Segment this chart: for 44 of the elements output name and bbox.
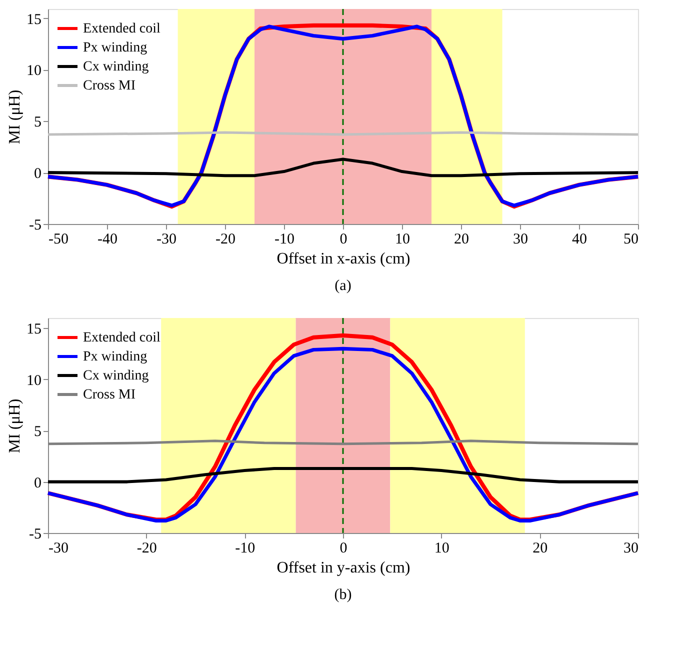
x-tick-label: 20 [454,232,469,248]
x-tick-label: -30 [156,232,176,248]
x-axis-title: Offset in y-axis (cm) [276,560,410,576]
legend-label: Cross MI [83,78,136,94]
x-tick-label: -10 [274,232,294,248]
line-series [46,466,640,484]
legend-label: Cross MI [83,388,136,402]
y-tick-label: 5 [34,424,42,440]
legend-label: Extended coil [83,22,160,36]
x-tick-label: -20 [136,540,157,556]
x-tick-label: 10 [434,540,450,556]
x-tick-label: -40 [98,232,118,248]
x-tick-label: 0 [340,232,348,248]
x-tick-label: -10 [235,540,256,556]
x-tick-label: 50 [624,232,638,248]
line-series [46,158,640,178]
y-tick-label: -5 [29,526,42,542]
x-tick-label: -20 [216,232,236,248]
legend-label: Cx winding [83,60,149,74]
x-tick-label: 20 [532,540,548,556]
x-tick-label: 0 [340,540,348,556]
y-tick-label: 15 [26,12,42,28]
y-tick-label: -5 [29,218,42,234]
y-tick-label: 5 [34,114,42,131]
legend-label: Cx winding [83,368,149,384]
legend-label: Px winding [83,350,148,364]
x-tick-label: 40 [572,232,587,248]
x-axis-title: Offset in x-axis (cm) [276,250,410,268]
x-tick-label: -30 [48,540,68,556]
x-tick-label: -50 [48,232,68,248]
x-tick-label: 30 [513,232,528,248]
legend-label: Px winding [83,40,148,56]
y-tick-label: 0 [34,475,42,492]
y-tick-label: 10 [26,372,42,389]
text: (a) [334,278,352,294]
y-tick-label: 0 [34,166,42,182]
y-tick-label: 10 [26,63,42,80]
y-axis-title: MI (μH) [6,398,24,454]
text: (b) [334,587,352,603]
legend-label: Extended coil [83,330,160,346]
x-tick-label: 10 [395,232,410,248]
y-axis-title: MI (μH) [6,90,24,144]
x-tick-label: 30 [624,540,638,556]
y-tick-label: 15 [26,322,42,338]
